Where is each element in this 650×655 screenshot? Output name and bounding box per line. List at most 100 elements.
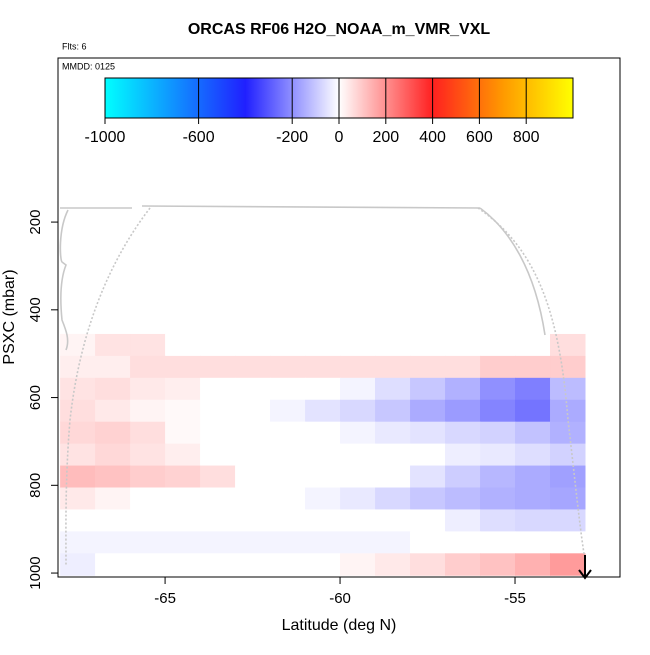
heat-cell: [165, 421, 201, 445]
track: [479, 207, 546, 336]
heat-cell: [270, 443, 306, 467]
heat-cell: [375, 465, 411, 489]
heat-cell: [165, 509, 201, 532]
heat-cell: [410, 531, 446, 554]
heat-cell: [235, 399, 271, 423]
heat-cell: [410, 465, 446, 489]
heat-cell: [235, 465, 271, 489]
heat-cell: [270, 377, 306, 401]
heatmap: [60, 333, 586, 576]
heat-cell: [235, 553, 271, 576]
heat-cell: [270, 509, 306, 532]
heat-cell: [200, 487, 236, 510]
colorbar-tick-label: -600: [183, 129, 215, 146]
heat-cell: [550, 553, 586, 576]
heat-cell: [375, 487, 411, 510]
heat-cell: [515, 421, 551, 445]
heat-cell: [340, 531, 376, 554]
heat-cell: [445, 333, 481, 357]
heat-cell: [270, 553, 306, 576]
heat-cell: [410, 421, 446, 445]
flight-tracks: [59, 205, 586, 566]
heat-cell: [445, 399, 481, 423]
heat-cell: [165, 553, 201, 576]
heat-cell: [410, 553, 446, 576]
heat-cell: [445, 443, 481, 467]
heat-cell: [305, 509, 341, 532]
heat-cell: [550, 531, 586, 554]
heat-cell: [340, 399, 376, 423]
heat-cell: [235, 531, 271, 554]
colorbar-tick-label: 0: [335, 129, 344, 146]
heat-cell: [200, 333, 236, 357]
colorbar-tick-label: -200: [276, 129, 308, 146]
heat-cell: [480, 553, 516, 576]
heat-cell: [305, 355, 341, 379]
heat-cell: [375, 509, 411, 532]
heat-cell: [200, 355, 236, 379]
heat-cell: [60, 531, 96, 554]
x-tick-label: -55: [504, 590, 526, 607]
heat-cell: [375, 553, 411, 576]
heat-cell: [130, 443, 166, 467]
heat-cell: [165, 487, 201, 510]
heat-cell: [375, 421, 411, 445]
heat-cell: [550, 377, 586, 401]
heat-cell: [340, 509, 376, 532]
heat-cell: [95, 553, 131, 576]
heat-cell: [200, 399, 236, 423]
heat-cell: [480, 421, 516, 445]
heat-cell: [550, 421, 586, 445]
track: [65, 207, 151, 566]
heat-cell: [375, 333, 411, 357]
heat-cell: [445, 509, 481, 532]
y-tick-label: 400: [27, 297, 44, 322]
heat-cell: [445, 421, 481, 445]
heat-cell: [60, 377, 96, 401]
heat-cell: [550, 355, 586, 379]
heat-cell: [95, 333, 131, 357]
heat-cell: [235, 333, 271, 357]
x-tick-label: -65: [154, 590, 176, 607]
heat-cell: [410, 377, 446, 401]
heat-cell: [200, 443, 236, 467]
heat-cell: [235, 443, 271, 467]
heat-cell: [410, 333, 446, 357]
heat-cell: [480, 531, 516, 554]
heat-cell: [305, 531, 341, 554]
chart-title: ORCAS RF06 H2O_NOAA_m_VMR_VXL: [188, 21, 491, 38]
heat-cell: [95, 487, 131, 510]
heat-cell: [60, 421, 96, 445]
heat-cell: [550, 443, 586, 467]
heat-cell: [130, 355, 166, 379]
heat-cell: [515, 377, 551, 401]
heat-cell: [130, 399, 166, 423]
heat-cell: [550, 487, 586, 510]
heat-cell: [60, 443, 96, 467]
heat-cell: [340, 553, 376, 576]
annotation: MMDD: 0125: [62, 61, 115, 71]
heat-cell: [480, 509, 516, 532]
y-tick-label: 1000: [27, 556, 44, 589]
heat-cell: [95, 443, 131, 467]
heat-cell: [515, 553, 551, 576]
heat-cell: [305, 421, 341, 445]
colorbar-tick-label: -1000: [85, 129, 126, 146]
heat-cell: [410, 509, 446, 532]
heat-cell: [130, 333, 166, 357]
heat-cell: [515, 355, 551, 379]
heat-cell: [200, 421, 236, 445]
heat-cell: [515, 333, 551, 357]
heat-cell: [235, 487, 271, 510]
heat-cell: [200, 465, 236, 489]
track: [60, 205, 481, 209]
heat-cell: [305, 443, 341, 467]
heat-cell: [130, 509, 166, 532]
heat-cell: [95, 377, 131, 401]
heat-cell: [60, 553, 96, 576]
heat-cell: [95, 465, 131, 489]
heat-cell: [445, 465, 481, 489]
heat-cell: [445, 553, 481, 576]
heat-cell: [550, 333, 586, 357]
heat-cell: [480, 333, 516, 357]
